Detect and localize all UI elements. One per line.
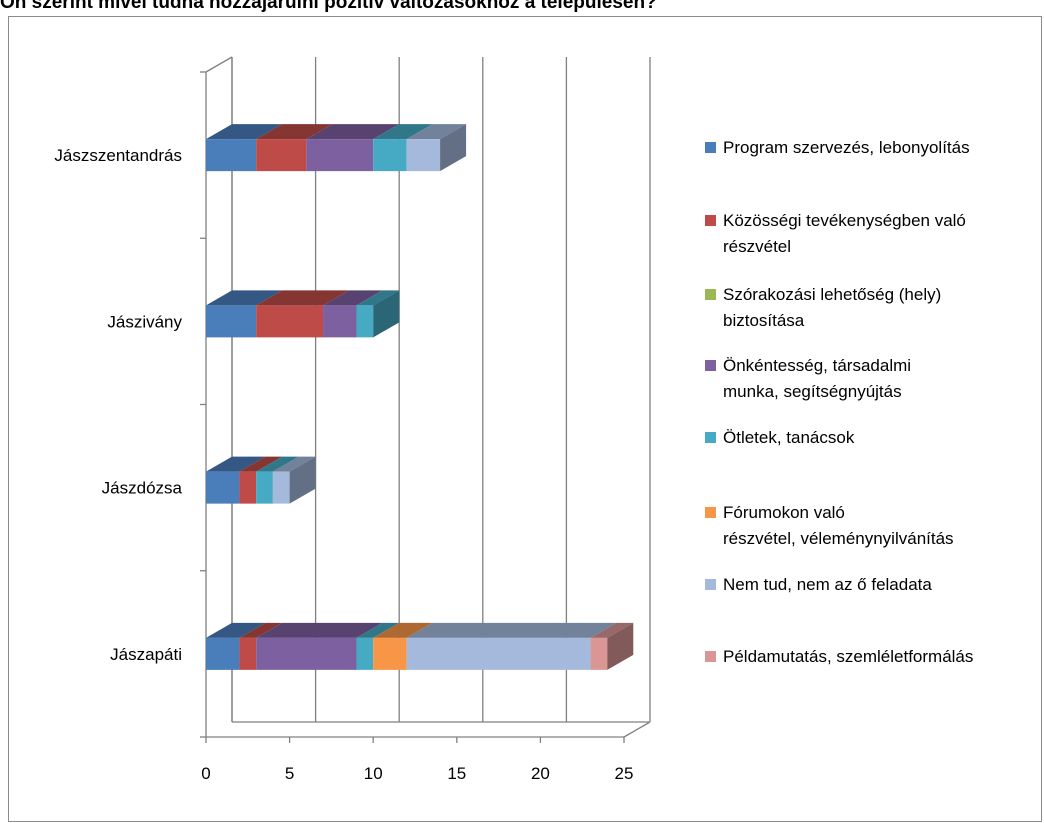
bar-front-face xyxy=(256,139,307,172)
bar-top-face xyxy=(306,124,400,140)
category-label: Jászszentandrás xyxy=(54,146,182,165)
x-tick-label: 25 xyxy=(615,764,634,783)
bar-Jászivány-series-2 xyxy=(256,290,350,338)
bar-front-face xyxy=(239,471,257,504)
bar-front-face xyxy=(206,139,257,172)
legend-swatch xyxy=(705,360,716,371)
bar-front-face xyxy=(256,637,357,670)
bar-Jászdózsa-series-1 xyxy=(206,456,266,504)
x-tick-label: 20 xyxy=(531,764,550,783)
bar-front-face xyxy=(356,637,374,670)
chart-title: Ön szerint mivel tudna hozzájárulni pozi… xyxy=(0,0,657,13)
bar-top-face xyxy=(256,124,333,140)
bar-front-face xyxy=(406,139,441,172)
bar-front-face xyxy=(239,637,257,670)
legend-swatch xyxy=(705,289,716,300)
bar-top-face xyxy=(256,622,383,638)
bar-front-face xyxy=(323,305,357,338)
bar-Jászapáti-series-7 xyxy=(406,622,617,670)
bar-Jászapáti-series-4 xyxy=(256,622,383,670)
bar-Jászdózsa-series-7 xyxy=(272,456,316,504)
bar-top-face xyxy=(256,456,299,472)
bar-Jászdózsa-series-2 xyxy=(239,456,283,504)
chart-frame xyxy=(8,16,1042,822)
bar-top-face xyxy=(356,290,400,306)
bar-top-face xyxy=(406,124,467,140)
bar-Jászivány-series-4 xyxy=(323,290,383,338)
bar-top-face xyxy=(239,456,283,472)
bar-Jászszentandrás-series-4 xyxy=(306,124,400,172)
bar-front-face xyxy=(306,139,374,172)
bar-top-face xyxy=(206,622,266,638)
bar-top-face xyxy=(239,622,283,638)
axes: 0 5 10 15 20 25 Jászapáti Jászdózsa Jászivány Jás… xyxy=(54,56,651,783)
legend-swatch xyxy=(705,142,716,153)
bar-Jászapáti-series-2 xyxy=(239,622,283,670)
bar-top-face xyxy=(406,622,617,638)
bar-top-face xyxy=(206,290,283,306)
bar-top-face xyxy=(206,456,266,472)
bar-front-face xyxy=(373,139,407,172)
legend: Program szervezés, lebonyolítás Közösségi… xyxy=(705,138,973,666)
bar-front-face xyxy=(373,637,407,670)
bar-top-face xyxy=(373,622,433,638)
category-label: Jászdózsa xyxy=(102,479,183,498)
legend-swatch xyxy=(705,651,716,662)
back-wall-top-edge xyxy=(205,56,233,73)
bar-side-face xyxy=(373,290,400,338)
bar-top-face xyxy=(206,124,283,140)
legend-entry: Közösségi tevékenységben való részvétel xyxy=(723,211,966,256)
bar-top-face xyxy=(356,622,400,638)
bar-front-face xyxy=(256,305,324,338)
bar-Jászdózsa-series-5 xyxy=(256,456,299,504)
category-label: Jászivány xyxy=(107,312,182,331)
legend-swatch xyxy=(705,215,716,226)
bar-front-face xyxy=(356,305,374,338)
bar-Jászszentandrás-series-2 xyxy=(256,124,333,172)
bar-side-face xyxy=(289,456,316,504)
x-tick-label: 0 xyxy=(201,764,210,783)
bar-Jászivány-series-5 xyxy=(356,290,400,338)
legend-entry: Fórumokon való részvétel, véleménynyilván… xyxy=(723,503,954,548)
bar-front-face xyxy=(272,471,290,504)
bar-front-face xyxy=(256,471,273,504)
bar-top-face xyxy=(323,290,383,306)
bar-Jászapáti-series-5 xyxy=(356,622,400,670)
bar-Jászszentandrás-series-5 xyxy=(373,124,433,172)
bar-Jászapáti-series-8 xyxy=(590,622,634,670)
legend-swatch xyxy=(705,432,716,443)
bar-Jászszentandrás-series-7 xyxy=(406,124,467,172)
x-tick-label: 10 xyxy=(364,764,383,783)
bar-top-face xyxy=(373,124,433,140)
legend-entry: Ötletek, tanácsok xyxy=(723,428,855,447)
bar-Jászapáti-series-1 xyxy=(206,622,266,670)
bar-Jászivány-series-1 xyxy=(206,290,283,338)
bars xyxy=(206,124,634,670)
bar-top-face xyxy=(256,290,350,306)
bar-Jászapáti-series-6 xyxy=(373,622,433,670)
bar-side-face xyxy=(607,622,634,670)
bar-top-face xyxy=(272,456,316,472)
legend-entry: Példamutatás, szemléletformálás xyxy=(723,647,973,666)
legend-entry: Nem tud, nem az ő feladata xyxy=(723,575,932,594)
legend-entry: Önkéntesség, társadalmi munka, segítségny… xyxy=(723,356,911,401)
legend-entry: Szórakozási lehetőség (hely) biztosítása xyxy=(723,285,941,330)
bar-top-face xyxy=(590,622,634,638)
legend-swatch xyxy=(705,507,716,518)
floor-right-edge xyxy=(623,721,651,738)
x-tick-label: 15 xyxy=(447,764,466,783)
bar-Jászszentandrás-series-1 xyxy=(206,124,283,172)
bar-side-face xyxy=(440,124,467,172)
legend-swatch xyxy=(705,579,716,590)
bar-front-face xyxy=(590,637,608,670)
bar-front-face xyxy=(206,471,240,504)
legend-entry: Program szervezés, lebonyolítás xyxy=(723,138,970,157)
bar-front-face xyxy=(406,637,591,670)
x-tick-label: 5 xyxy=(285,764,294,783)
bar-front-face xyxy=(206,637,240,670)
bar-front-face xyxy=(206,305,257,338)
category-label: Jászapáti xyxy=(110,645,182,664)
